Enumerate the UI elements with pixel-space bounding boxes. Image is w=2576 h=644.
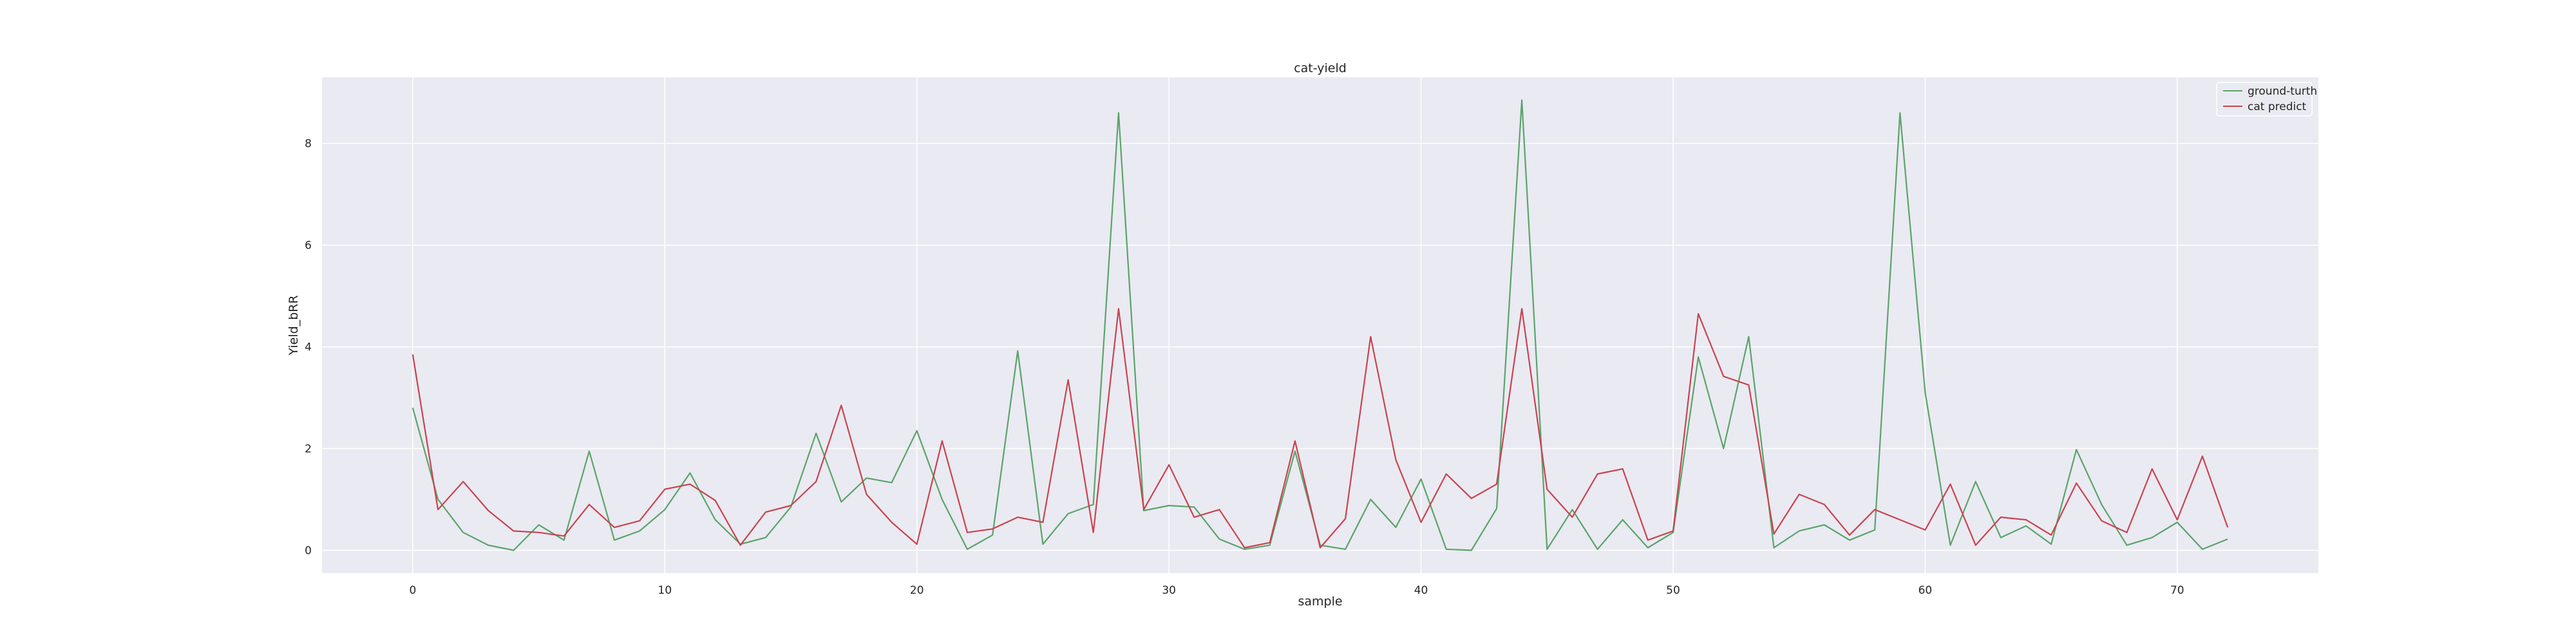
series-line-cat-predict [412, 308, 2229, 549]
y-tick-label: 4 [305, 341, 312, 354]
x-tick-label: 10 [658, 584, 672, 597]
plot-background [322, 77, 2318, 573]
y-tick-label: 6 [305, 240, 312, 252]
legend-label-ground-turth: ground-turth [2248, 85, 2317, 98]
y-tick-label: 0 [305, 544, 312, 557]
legend: ground-turth cat predict [2216, 82, 2317, 117]
x-tick-label: 50 [1666, 584, 1680, 597]
legend-label-cat-predict: cat predict [2248, 100, 2307, 113]
y-tick-label: 8 [305, 138, 312, 151]
x-axis-label: sample [1298, 594, 1342, 609]
x-tick-label: 40 [1414, 584, 1428, 597]
x-tick-label: 20 [910, 584, 924, 597]
x-tick-label: 70 [2170, 584, 2184, 597]
y-tick-labels: 0 2 4 6 8 [305, 138, 312, 558]
grid-lines [322, 77, 2318, 573]
x-tick-label: 60 [1918, 584, 1933, 597]
y-tick-label: 2 [305, 443, 312, 456]
x-tick-labels: 0 10 20 30 40 50 60 70 [409, 584, 2184, 597]
y-axis-label: Yield_bRR [287, 295, 301, 355]
chart-title: cat-yield [1294, 61, 1347, 75]
x-tick-label: 30 [1162, 584, 1176, 597]
x-tick-label: 0 [409, 584, 416, 597]
series-lines [412, 99, 2229, 551]
